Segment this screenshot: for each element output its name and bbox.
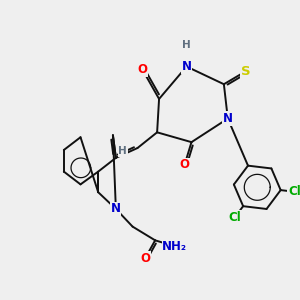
Text: O: O [180,158,190,171]
Text: N: N [182,60,192,73]
Text: N: N [111,202,121,215]
Text: S: S [241,65,250,78]
Text: H: H [182,40,191,50]
Text: NH₂: NH₂ [162,240,187,253]
Text: N: N [223,112,233,125]
Text: Cl: Cl [229,211,241,224]
Text: H: H [118,146,127,156]
Text: Cl: Cl [288,185,300,198]
Text: O: O [140,251,150,265]
Text: O: O [137,63,147,76]
